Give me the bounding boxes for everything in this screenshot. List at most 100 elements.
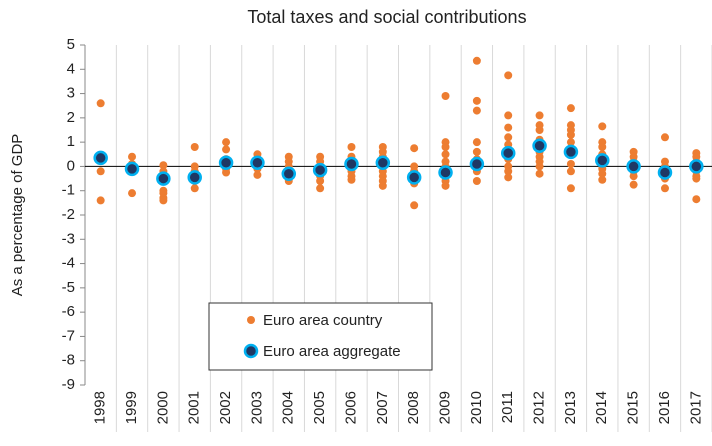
x-tick-label: 1999 — [123, 391, 140, 424]
y-tick-label: -9 — [62, 376, 75, 393]
country-dot — [504, 173, 513, 182]
y-tick-label: 3 — [67, 85, 75, 102]
country-dot — [159, 161, 168, 170]
x-tick-label: 2016 — [656, 391, 673, 424]
legend-marker — [247, 316, 255, 324]
aggregate-dot — [187, 170, 202, 185]
country-dot — [347, 175, 356, 184]
country-dot — [472, 138, 481, 147]
x-tick-label: 2006 — [342, 391, 359, 424]
country-dot — [629, 180, 638, 189]
x-tick-label: 2010 — [468, 391, 485, 424]
y-tick-label: 5 — [67, 36, 75, 53]
y-tick-label: -8 — [62, 352, 75, 369]
country-dot — [96, 196, 105, 205]
country-dot — [504, 167, 513, 176]
aggregate-dot — [626, 159, 641, 174]
country-dot — [535, 162, 544, 171]
country-dot — [128, 189, 137, 198]
legend-marker — [243, 343, 259, 359]
x-tick-label: 2004 — [280, 391, 297, 424]
aggregate-dot — [250, 155, 265, 171]
country-dot — [692, 195, 701, 204]
y-tick-label: -7 — [62, 327, 75, 344]
y-tick-label: -4 — [62, 255, 75, 272]
country-dot — [566, 167, 575, 176]
aggregate-dot — [375, 155, 391, 171]
aggregate-dot — [500, 145, 516, 161]
y-tick-label: 1 — [67, 133, 75, 150]
x-tick-label: 2014 — [593, 391, 610, 424]
y-axis-label: As a percentage of GDP — [9, 134, 26, 297]
country-dot — [222, 138, 231, 147]
y-tick-label: 2 — [67, 109, 75, 126]
country-dot — [504, 123, 513, 132]
x-tick-label: 1998 — [92, 391, 109, 424]
y-tick-label: -3 — [62, 230, 75, 247]
x-tick-label: 2007 — [374, 391, 391, 424]
country-dot — [535, 126, 544, 134]
x-tick-label: 2002 — [217, 391, 234, 424]
country-dot — [159, 196, 168, 205]
aggregate-dot — [93, 150, 108, 166]
aggregate-dot — [657, 165, 673, 180]
x-tick-label: 2005 — [311, 391, 328, 424]
country-dot — [347, 143, 356, 151]
country-dot — [441, 181, 450, 190]
country-dot — [378, 181, 387, 190]
country-dot — [441, 143, 450, 151]
country-dot — [96, 99, 105, 108]
y-tick-label: 0 — [67, 157, 75, 174]
country-dot — [190, 143, 199, 151]
aggregate-dot — [563, 144, 579, 160]
aggregate-dot — [438, 165, 453, 180]
x-tick-label: 2013 — [562, 391, 579, 424]
country-dot — [472, 147, 481, 156]
chart-title: Total taxes and social contributions — [247, 7, 526, 27]
country-dot — [410, 201, 419, 210]
aggregate-dot — [156, 171, 171, 186]
aggregate-dot — [312, 162, 328, 178]
country-dot — [472, 106, 481, 115]
aggregate-dot — [281, 166, 297, 181]
country-dot — [629, 172, 638, 181]
y-tick-label: -5 — [62, 279, 75, 296]
y-tick-label: 4 — [67, 60, 75, 77]
aggregate-dot — [344, 156, 359, 172]
country-dot — [566, 184, 575, 193]
country-dot — [222, 168, 231, 177]
country-dot — [253, 170, 262, 179]
x-tick-label: 2003 — [248, 391, 265, 424]
country-dot — [598, 175, 607, 184]
x-tick-label: 2001 — [186, 391, 203, 424]
aggregate-dot — [124, 161, 140, 177]
country-dot — [598, 169, 607, 178]
x-tick-label: 2012 — [531, 391, 548, 424]
aggregate-dot — [595, 153, 610, 168]
country-dot — [535, 111, 544, 120]
country-dot — [472, 96, 481, 105]
country-dot — [504, 71, 513, 80]
aggregate-dot — [218, 155, 234, 171]
country-dot — [410, 144, 419, 153]
country-dot — [692, 174, 701, 183]
country-dot — [190, 184, 199, 193]
country-dot — [316, 177, 325, 185]
country-dot — [504, 133, 513, 142]
country-dot — [598, 143, 607, 151]
country-dot — [222, 145, 231, 154]
country-dot — [316, 184, 325, 193]
legend-label: Euro area aggregate — [263, 343, 401, 360]
country-dot — [566, 104, 575, 113]
x-tick-label: 2017 — [687, 391, 704, 424]
country-dot — [441, 150, 450, 159]
y-tick-label: -6 — [62, 303, 75, 320]
country-dot — [598, 122, 607, 131]
y-tick-label: -2 — [62, 206, 75, 223]
x-tick-label: 2015 — [625, 391, 642, 424]
country-dot — [535, 169, 544, 178]
country-dot — [441, 92, 450, 100]
country-dot — [96, 167, 105, 176]
aggregate-dot — [406, 170, 422, 185]
